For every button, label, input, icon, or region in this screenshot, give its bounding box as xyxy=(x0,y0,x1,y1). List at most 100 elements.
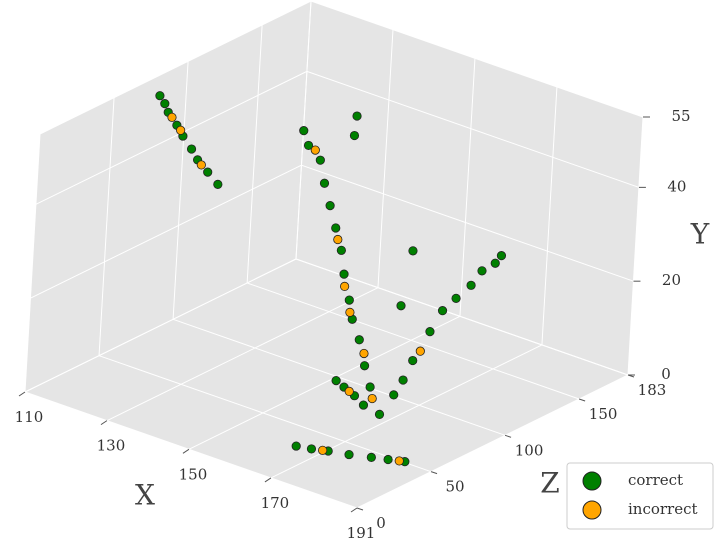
x-tick-label: 150 xyxy=(179,465,208,483)
z-tick xyxy=(356,507,364,511)
legend-box xyxy=(566,462,714,530)
x-tick-label: 170 xyxy=(261,494,290,512)
y-tick-label: 40 xyxy=(667,177,686,195)
legend-label: correct xyxy=(628,471,683,489)
x-axis-label: X xyxy=(135,479,155,512)
grid-line xyxy=(306,70,640,188)
point xyxy=(451,293,461,303)
z-tick-label: 150 xyxy=(589,405,618,423)
grid-line xyxy=(541,86,558,345)
z-tick xyxy=(430,471,438,475)
point xyxy=(336,245,346,255)
point xyxy=(291,441,301,451)
point xyxy=(203,167,213,177)
grid-line xyxy=(39,0,312,135)
y-axis-label: Y xyxy=(690,218,710,251)
point xyxy=(344,449,354,460)
legend-label: incorrect xyxy=(628,500,698,518)
grid-line xyxy=(172,61,189,320)
grid-line xyxy=(106,287,379,422)
point xyxy=(325,201,335,211)
point xyxy=(358,400,369,410)
point xyxy=(333,234,343,245)
point xyxy=(319,178,330,188)
point xyxy=(155,91,165,101)
point xyxy=(415,346,425,356)
point xyxy=(318,445,328,455)
grid-line xyxy=(310,0,644,118)
z-tick xyxy=(504,434,512,438)
point xyxy=(477,266,487,276)
z-tick-label: 100 xyxy=(515,441,544,459)
grid-line xyxy=(24,391,358,509)
point xyxy=(466,280,476,290)
y-tick-label: 0 xyxy=(661,365,671,383)
point xyxy=(344,295,354,305)
point xyxy=(425,327,435,337)
point xyxy=(306,444,317,454)
y-tick-label: 20 xyxy=(662,271,681,289)
point xyxy=(344,386,354,396)
point xyxy=(408,355,418,366)
grid-line xyxy=(246,24,263,284)
legend: correct incorrect xyxy=(566,462,714,530)
y-tick-label: 55 xyxy=(671,107,690,125)
z-tick-label: 183 xyxy=(638,381,667,399)
point xyxy=(367,393,377,404)
point xyxy=(496,251,507,261)
point xyxy=(366,452,376,463)
z-tick-label: 0 xyxy=(376,514,386,532)
point xyxy=(389,390,399,400)
grid-line xyxy=(188,315,461,450)
point xyxy=(359,348,369,359)
grid-line xyxy=(356,374,629,509)
point xyxy=(408,246,418,256)
grid-line xyxy=(459,58,476,317)
point xyxy=(167,112,177,122)
legend-marker xyxy=(582,500,602,520)
point xyxy=(299,126,309,136)
point xyxy=(345,307,355,317)
z-axis-label: Z xyxy=(540,467,559,500)
grid-line xyxy=(627,116,644,376)
x-tick-label: 110 xyxy=(15,408,44,426)
point xyxy=(340,281,350,292)
grid-line xyxy=(98,97,115,356)
point xyxy=(196,160,206,170)
point xyxy=(359,361,370,371)
z-tick-label: 50 xyxy=(445,478,464,496)
point xyxy=(374,409,385,420)
point xyxy=(354,335,364,345)
x-tick xyxy=(182,448,190,454)
x-tick-label: 130 xyxy=(97,437,126,455)
point xyxy=(349,130,360,141)
grid-line xyxy=(301,164,634,282)
point xyxy=(186,144,197,154)
grid-line xyxy=(98,355,432,473)
point xyxy=(383,454,393,465)
points xyxy=(155,91,507,467)
grid-line xyxy=(246,282,580,400)
x-tick xyxy=(350,507,358,513)
grid-line xyxy=(295,258,629,376)
point xyxy=(398,375,408,385)
legend-marker xyxy=(582,471,602,491)
point xyxy=(331,223,341,233)
point xyxy=(310,145,320,155)
x-tick xyxy=(264,477,272,483)
point xyxy=(303,140,314,151)
x-tick-label: 191 xyxy=(347,524,376,538)
panes xyxy=(25,1,643,508)
grid-line xyxy=(24,258,297,393)
grid-line xyxy=(270,344,543,479)
grid-line xyxy=(30,164,302,299)
x-tick xyxy=(18,391,26,397)
point xyxy=(160,99,170,109)
floor-pane xyxy=(25,259,628,508)
point xyxy=(394,456,404,466)
point xyxy=(339,269,349,279)
point xyxy=(315,155,325,165)
grid-line xyxy=(35,70,308,205)
